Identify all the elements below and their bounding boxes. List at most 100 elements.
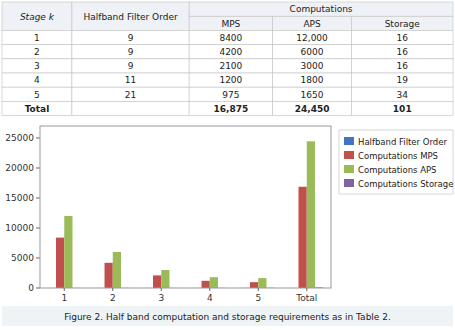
table-header-cell [72, 2, 189, 30]
table-text: 975 [222, 90, 239, 100]
bar [161, 270, 169, 288]
x-tick-label: 5 [255, 293, 261, 303]
table-text: 9 [128, 33, 134, 43]
caption: Figure 2. Half band computation and stor… [64, 312, 391, 322]
x-tick [306, 288, 307, 291]
table-text: 1 [34, 33, 40, 43]
table-text: Total [25, 104, 50, 114]
legend-swatch [344, 179, 354, 187]
caption-band [2, 306, 453, 326]
table-cell [189, 30, 272, 44]
bar [258, 278, 266, 288]
table-text: APS [303, 19, 321, 29]
table-cell [352, 45, 453, 59]
table-cell [2, 30, 72, 44]
table-cell [352, 73, 453, 87]
table-header-cell [352, 16, 453, 30]
legend-swatch [344, 151, 354, 159]
x-tick [209, 288, 210, 291]
bar [64, 216, 72, 288]
table: Stage kHalfband Filter OrderMPSAPSStorag… [2, 2, 453, 116]
bar [307, 141, 315, 288]
table-text: 1650 [301, 90, 324, 100]
legend-label: Computations MPS [358, 151, 438, 161]
table-cell [72, 87, 189, 101]
table-text: 3 [34, 61, 40, 71]
table-cell [2, 45, 72, 59]
legend-swatch [344, 165, 354, 173]
table-cell [72, 59, 189, 73]
bar [153, 275, 161, 288]
table-cell [273, 73, 352, 87]
legend-label: Computations Storage [358, 179, 453, 189]
table-cell [352, 59, 453, 73]
table-text: 2100 [219, 61, 242, 71]
legend-box [339, 130, 453, 194]
y-tick-label: 0 [28, 283, 34, 293]
table-cell [273, 87, 352, 101]
y-tick [36, 198, 40, 199]
x-tick [258, 288, 259, 291]
x-tick-label: Total [295, 293, 317, 303]
y-tick [36, 288, 40, 289]
table-header-cell [2, 2, 72, 30]
table-text: Stage k [20, 12, 55, 22]
table-text: Computations [290, 4, 353, 14]
x-tick [112, 288, 113, 291]
table-cell [352, 101, 453, 115]
y-tick [36, 258, 40, 259]
y-tick [36, 168, 40, 169]
bar [210, 277, 218, 288]
x-tick-label: 3 [158, 293, 164, 303]
legend-label: Halfband Filter Order [358, 137, 447, 147]
bars [48, 141, 323, 288]
table-cell [72, 45, 189, 59]
table-text: 34 [397, 90, 409, 100]
bar-chart: 050001000015000200002500012345TotalHalfb… [5, 126, 453, 303]
table-cell [2, 87, 72, 101]
x-tick [64, 288, 65, 291]
table-cell [189, 87, 272, 101]
plot-frame [40, 126, 331, 288]
table-cell [2, 101, 72, 115]
table-cell [352, 30, 453, 44]
y-tick [36, 138, 40, 139]
table-text: 4200 [219, 47, 242, 57]
table-text: 4 [34, 75, 40, 85]
table-text: 9 [128, 61, 134, 71]
table-cell [72, 30, 189, 44]
table-cell [189, 45, 272, 59]
table-cell [189, 59, 272, 73]
table-cell [273, 101, 352, 115]
legend: Halfband Filter Order Computations MPS Com… [339, 130, 453, 194]
table-cell [273, 45, 352, 59]
bar [105, 263, 113, 288]
bar [56, 238, 64, 288]
table-text: 9 [128, 47, 134, 57]
legend-swatch [344, 137, 354, 145]
y-tick-label: 5000 [11, 253, 34, 263]
y-tick-label: 25000 [5, 133, 34, 143]
table-cell [72, 101, 189, 115]
legend-label: Computations APS [358, 165, 437, 175]
bar [113, 252, 121, 288]
table-text: 11 [125, 75, 136, 85]
x-tick-label: 2 [110, 293, 116, 303]
bar [202, 281, 210, 288]
table-cell [352, 87, 453, 101]
table-text: 101 [393, 104, 412, 114]
table-text: 19 [397, 75, 409, 85]
y-tick-label: 20000 [5, 163, 34, 173]
table-text: 8400 [219, 33, 242, 43]
y-tick [36, 228, 40, 229]
table-cell [189, 101, 272, 115]
table-text: 16 [397, 47, 409, 57]
table-text: 2 [34, 47, 40, 57]
y-tick-label: 15000 [5, 193, 34, 203]
table-cell [72, 73, 189, 87]
table-group-header [189, 2, 453, 16]
table-cell [273, 30, 352, 44]
x-tick [161, 288, 162, 291]
figure: Stage kHalfband Filter OrderMPSAPSStorag… [0, 0, 455, 330]
table-text: 3000 [301, 61, 324, 71]
